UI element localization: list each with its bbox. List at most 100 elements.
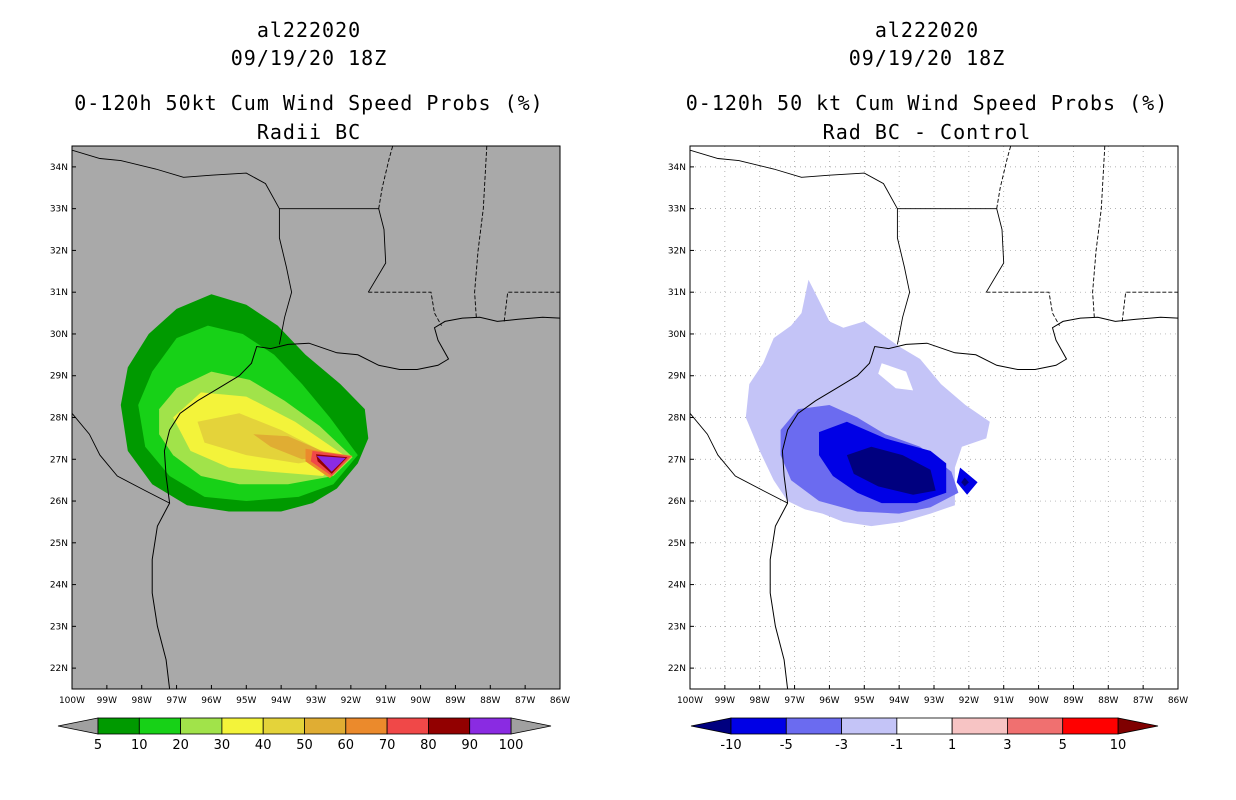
colorbar-label: 40 xyxy=(255,738,272,753)
x-tick-label: 100W xyxy=(59,696,85,706)
state-border xyxy=(474,146,488,318)
colorbar: 5 10 20 30 40 50 60 70 80 90 100 xyxy=(57,717,552,753)
x-tick-label: 86W xyxy=(550,696,570,706)
difference-chart: 22N 23N 24N 25N 26N 27N 28N 29N 30N 31N 32N 33N 34N 1… xyxy=(668,145,1188,753)
colorbar-swatch xyxy=(304,717,347,735)
colorbar-label: 50 xyxy=(296,738,313,753)
contour-level-100 xyxy=(319,457,344,470)
coastline xyxy=(769,316,1178,689)
x-tick-label: 95W xyxy=(854,696,874,706)
x-tick-label: 90W xyxy=(1028,696,1048,706)
y-tick-label: 24N xyxy=(668,581,686,591)
x-tick-label: 99W xyxy=(97,696,117,706)
x-tick-label: 89W xyxy=(445,696,465,706)
state-border xyxy=(1092,146,1106,318)
state-border xyxy=(72,149,293,345)
colorbar-swatch xyxy=(1062,717,1119,735)
x-tick-label: 90W xyxy=(410,696,430,706)
colorbar-label: 90 xyxy=(461,738,478,753)
x-tick-label: 100W xyxy=(677,696,703,706)
contour-level-neg10 xyxy=(846,446,936,495)
x-tick-label: 94W xyxy=(271,696,291,706)
state-border xyxy=(897,208,1005,293)
state-border xyxy=(996,146,1012,209)
x-tick-label: 99W xyxy=(715,696,735,706)
y-tick-label: 23N xyxy=(50,622,68,632)
x-tick-label: 91W xyxy=(376,696,396,706)
colorbar-swatch xyxy=(951,717,1008,735)
state-border xyxy=(368,291,442,326)
x-tick-label: 86W xyxy=(1168,696,1188,706)
y-tick-label: 30N xyxy=(668,330,686,340)
y-tick-label: 25N xyxy=(50,539,68,549)
colorbar-label: 60 xyxy=(338,738,355,753)
colorbar-swatch xyxy=(730,717,787,735)
colorbar-swatch xyxy=(841,717,898,735)
y-tick-label: 34N xyxy=(668,163,686,173)
state-border xyxy=(690,413,788,504)
x-tick-label: 95W xyxy=(236,696,256,706)
x-tick-label: 96W xyxy=(819,696,839,706)
subtitle: Rad BC - Control xyxy=(822,120,1032,144)
x-tick-label: 88W xyxy=(1098,696,1118,706)
y-tick-label: 29N xyxy=(668,372,686,382)
x-tick-label: 93W xyxy=(924,696,944,706)
colorbar-label: 70 xyxy=(379,738,396,753)
left-panel: al222020 09/19/20 18Z 0-120h 50kt Cum Wi… xyxy=(50,18,570,753)
y-tick-label: 23N xyxy=(668,622,686,632)
y-tick-label: 27N xyxy=(50,455,68,465)
subtitle: Radii BC xyxy=(256,120,362,144)
datetime-title: 09/19/20 18Z xyxy=(848,46,1006,70)
colorbar-extend-low xyxy=(690,717,732,735)
colorbar-swatch xyxy=(180,717,223,735)
colorbar-label: 80 xyxy=(420,738,437,753)
product-title: 0-120h 50 kt Cum Wind Speed Probs (%) xyxy=(685,91,1169,115)
x-tick-label: 97W xyxy=(166,696,186,706)
x-tick-label: 92W xyxy=(341,696,361,706)
y-tick-label: 29N xyxy=(50,372,68,382)
x-tick-label: 98W xyxy=(750,696,770,706)
x-tick-label: 92W xyxy=(959,696,979,706)
y-tick-label: 28N xyxy=(668,414,686,424)
colorbar-extend-low xyxy=(57,717,99,735)
x-tick-label: 87W xyxy=(515,696,535,706)
colorbar: -10 -5 -3 -1 1 3 5 10 xyxy=(690,717,1159,753)
colorbar-swatch xyxy=(386,717,429,735)
y-tick-label: 25N xyxy=(668,539,686,549)
colorbar-label: -1 xyxy=(890,738,903,753)
state-border xyxy=(279,208,387,293)
storm-id-title: al222020 xyxy=(256,18,362,42)
y-tick-label: 30N xyxy=(50,330,68,340)
colorbar-label: 1 xyxy=(948,738,956,753)
contour-level-neg10 xyxy=(961,477,969,487)
y-tick-label: 33N xyxy=(668,205,686,215)
x-tick-label: 87W xyxy=(1133,696,1153,706)
product-title: 0-120h 50kt Cum Wind Speed Probs (%) xyxy=(74,91,544,115)
y-tick-label: 28N xyxy=(50,414,68,424)
storm-id-title: al222020 xyxy=(874,18,980,42)
coastline xyxy=(151,316,560,689)
x-tick-label: 96W xyxy=(201,696,221,706)
x-tick-label: 89W xyxy=(1063,696,1083,706)
colorbar-label: 5 xyxy=(94,738,102,753)
radii-bc-chart: 22N 23N 24N 25N 26N 27N 28N 29N 30N 31N 32N 33N 34N 1… xyxy=(50,145,570,753)
state-border xyxy=(503,291,560,322)
colorbar-swatch xyxy=(427,717,471,735)
right-panel: al222020 09/19/20 18Z 0-120h 50 kt Cum W… xyxy=(618,0,1236,800)
y-tick-label: 24N xyxy=(50,581,68,591)
colorbar-swatch xyxy=(221,717,264,735)
x-tick-label: 88W xyxy=(480,696,500,706)
colorbar-label: -5 xyxy=(780,738,793,753)
colorbar-label: 100 xyxy=(499,738,524,753)
state-border xyxy=(1121,291,1178,322)
y-tick-label: 34N xyxy=(50,163,68,173)
colorbar-label: 5 xyxy=(1059,738,1067,753)
colorbar-swatch xyxy=(1007,717,1064,735)
y-tick-label: 26N xyxy=(50,497,68,507)
map-content xyxy=(72,146,560,689)
colorbar-extend-high xyxy=(510,717,552,735)
x-tick-label: 97W xyxy=(784,696,804,706)
y-tick-label: 33N xyxy=(50,205,68,215)
colorbar-label: -3 xyxy=(835,738,848,753)
colorbar-swatch xyxy=(97,717,140,735)
